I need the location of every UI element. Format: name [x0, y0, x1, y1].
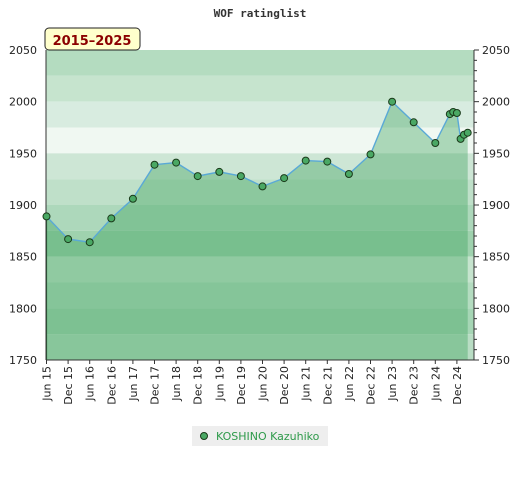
data-point [107, 214, 116, 223]
background-band [46, 282, 474, 309]
background-bands [46, 50, 474, 360]
data-point [85, 238, 94, 247]
x-tick-label: Jun 15 [41, 366, 54, 402]
y-tick-label-right: 1900 [482, 199, 510, 212]
data-point [128, 194, 137, 203]
y-tick-label-right: 2050 [482, 44, 510, 57]
x-tick-label: Jun 22 [343, 366, 356, 402]
data-point [172, 158, 181, 167]
x-tick-label: Jun 20 [257, 366, 270, 402]
x-tick-label: Dec 20 [278, 366, 291, 405]
x-tick-label: Jun 23 [386, 366, 399, 402]
data-point [388, 97, 397, 106]
legend-box [192, 426, 328, 446]
x-tick-label: Dec 16 [105, 366, 118, 405]
period-badge-label: 2015–2025 [53, 34, 132, 49]
data-point [463, 128, 472, 137]
period-badge-box [44, 27, 141, 51]
data-point [64, 235, 73, 244]
data-point [323, 157, 332, 166]
data-point [409, 118, 418, 127]
x-tick-label: Jun 17 [127, 366, 140, 402]
y-tick-label-right: 1800 [482, 302, 510, 315]
y-tick-label-right: 1750 [482, 354, 510, 367]
background-band [46, 50, 474, 76]
data-point [150, 160, 159, 169]
data-point [236, 172, 245, 181]
data-point [431, 139, 440, 147]
x-tick-label: Dec 17 [149, 366, 162, 405]
legend-label: KOSHINO Kazuhiko [216, 430, 320, 443]
y-tick-label-right: 1850 [482, 251, 510, 264]
y-tick-label-left: 1900 [9, 199, 37, 212]
chart-title: WOF ratinglist [214, 7, 307, 20]
y-tick-label-right: 2000 [482, 96, 510, 109]
period-badge: 2015–2025 [44, 27, 141, 51]
y-tick-label-left: 2050 [9, 44, 37, 57]
background-band [46, 153, 474, 180]
x-tick-label: Jun 19 [213, 366, 226, 402]
background-band [46, 127, 474, 154]
legend: KOSHINO Kazuhiko [192, 426, 328, 446]
y-tick-label-left: 1750 [9, 354, 37, 367]
x-tick-label: Jun 24 [429, 366, 442, 402]
x-tick-label: Jun 18 [170, 366, 183, 402]
data-point [258, 182, 267, 191]
data-point [193, 172, 202, 181]
data-point [366, 150, 375, 159]
data-markers [42, 97, 472, 247]
background-band [46, 308, 474, 335]
x-tick-label: Dec 19 [235, 366, 248, 405]
x-tick-label: Jun 21 [300, 366, 313, 402]
x-tick-label: Dec 21 [321, 366, 334, 405]
axes: 1750 1750 1800 1800 1850 1850 1900 1900 1950 1950… [9, 44, 510, 405]
legend-marker-icon [200, 432, 208, 440]
y-tick-label-right: 1950 [482, 147, 510, 160]
data-point [301, 156, 310, 165]
data-point [42, 212, 51, 221]
y-tick-label-left: 1800 [9, 302, 37, 315]
background-band [46, 205, 474, 231]
data-point [452, 109, 461, 117]
x-tick-label: Dec 18 [192, 366, 205, 405]
data-point [215, 167, 224, 176]
background-band [46, 101, 474, 128]
data-point [344, 170, 353, 178]
x-tick-label: Dec 15 [62, 366, 75, 405]
background-band [46, 230, 474, 257]
y-tick-label-left: 1850 [9, 251, 37, 264]
x-tick-label: Jun 16 [84, 366, 97, 402]
background-band [46, 256, 474, 283]
background-band [46, 75, 474, 102]
x-tick-label: Dec 22 [365, 366, 378, 405]
background-band [46, 334, 474, 360]
rating-area-fill [46, 101, 468, 360]
y-tick-label-left: 2000 [9, 96, 37, 109]
x-tick-label: Dec 23 [408, 366, 421, 405]
y-tick-label-left: 1950 [9, 147, 37, 160]
x-tick-label: Dec 24 [451, 366, 464, 405]
data-point [280, 174, 289, 183]
